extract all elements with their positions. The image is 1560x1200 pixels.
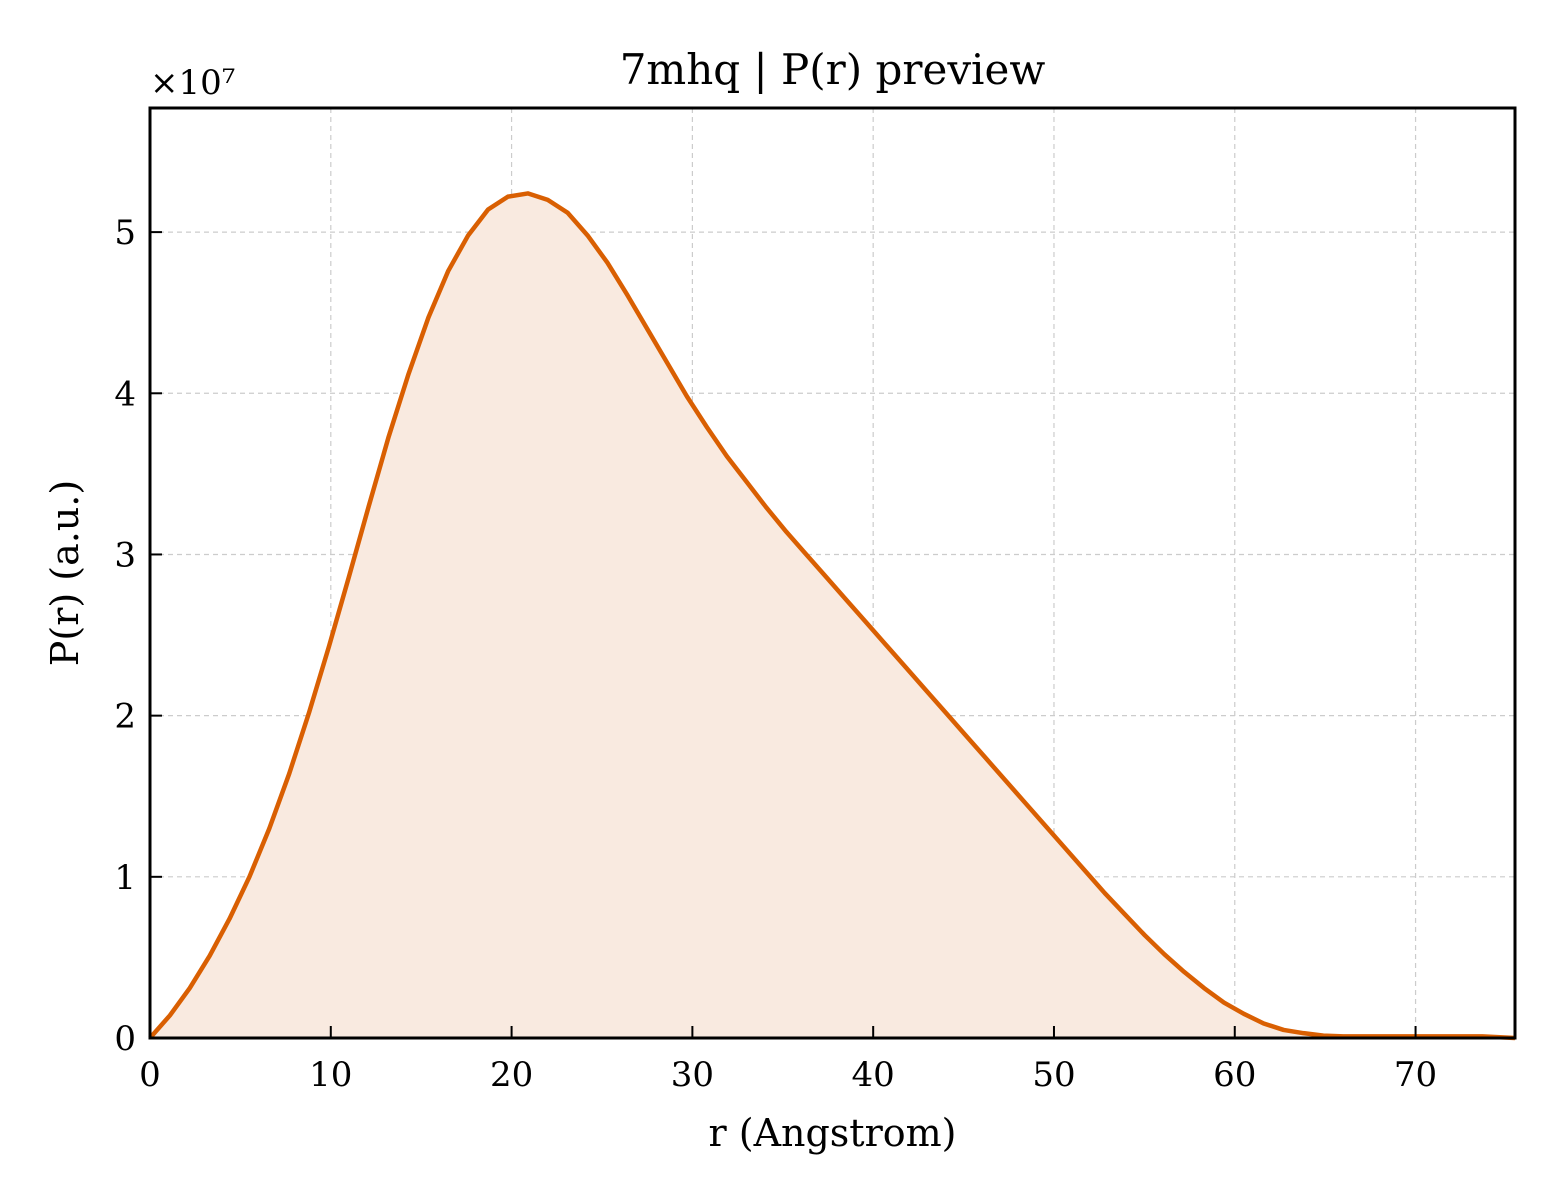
x-tick-label: 40 — [852, 1055, 895, 1095]
y-tick-label: 3 — [114, 535, 136, 575]
y-tick-label: 0 — [114, 1019, 136, 1059]
x-tick-label: 20 — [490, 1055, 533, 1095]
pr-area-fill — [150, 193, 1515, 1039]
y-tick-label: 1 — [114, 858, 136, 898]
plot-frame — [148, 106, 1517, 1040]
ticks: 0 10 20 30 40 50 60 70 0 1 2 3 4 5 — [114, 213, 1437, 1095]
x-tick-label: 50 — [1032, 1055, 1075, 1095]
x-tick-label: 60 — [1213, 1055, 1256, 1095]
y-tick-label: 5 — [114, 213, 136, 253]
y-axis-multiplier: ×10⁷ — [150, 63, 235, 103]
chart-title: 7mhq | P(r) preview — [620, 45, 1046, 94]
x-tick-label: 70 — [1394, 1055, 1437, 1095]
x-axis-label: r (Angstrom) — [709, 1111, 957, 1155]
x-tick-label: 30 — [671, 1055, 714, 1095]
pr-series-line — [148, 191, 1516, 1041]
y-axis-label: P(r) (a.u.) — [43, 480, 87, 666]
x-tick-label: 0 — [139, 1055, 161, 1095]
y-tick-label: 2 — [114, 697, 136, 737]
x-tick-label: 10 — [309, 1055, 352, 1095]
y-tick-label: 4 — [114, 374, 136, 414]
